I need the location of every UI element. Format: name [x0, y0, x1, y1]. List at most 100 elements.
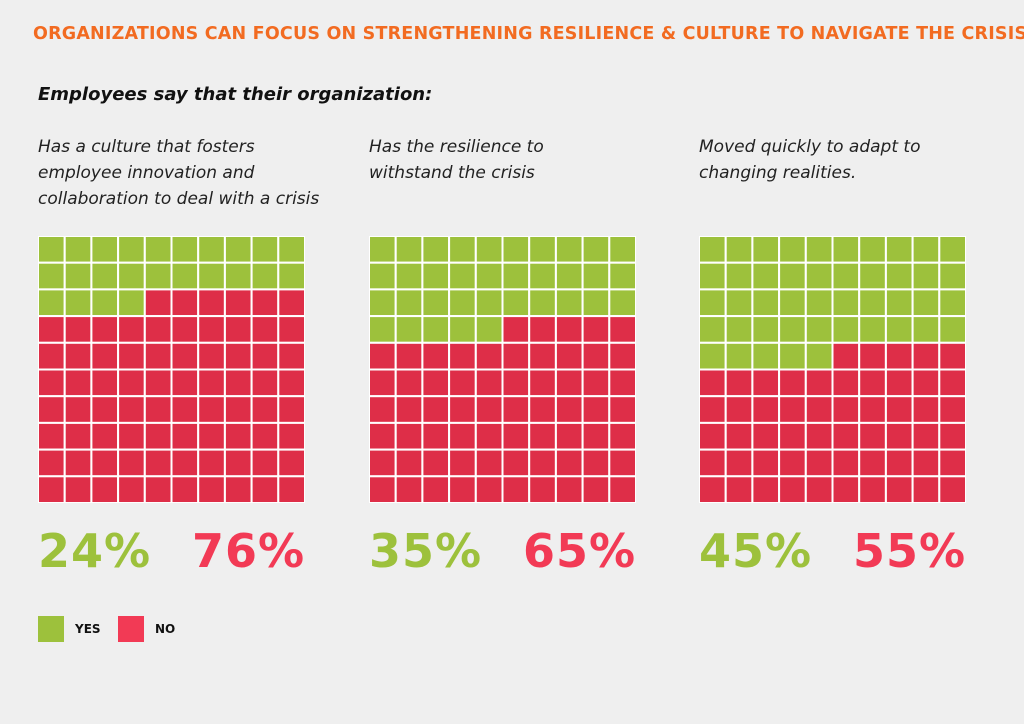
waffle-cell-yes: [250, 236, 280, 264]
waffle-cell-no: [63, 315, 93, 344]
waffle-cell-yes: [63, 236, 93, 264]
waffle-cell-yes: [831, 315, 861, 344]
waffle-cell-no: [170, 395, 200, 424]
waffle-cell-yes: [474, 261, 504, 291]
waffle-cell-no: [938, 341, 966, 371]
waffle-cell-yes: [528, 288, 557, 318]
waffle-cell-yes: [448, 315, 477, 344]
waffle-cell-yes: [938, 236, 966, 264]
waffle-cell-yes: [501, 236, 531, 264]
waffle-cell-yes: [501, 261, 531, 291]
page-title: ORGANIZATIONS CAN FOCUS ON STRENGTHENING…: [33, 24, 1024, 44]
waffle-cell-no: [751, 448, 781, 478]
waffle-cell-no: [831, 368, 861, 398]
waffle-cell-no: [608, 448, 636, 478]
waffle-cell-no: [778, 475, 807, 503]
waffle-cell-no: [143, 395, 173, 424]
waffle-cell-no: [858, 368, 887, 398]
waffle-cell-no: [858, 341, 887, 371]
waffle-cell-no: [38, 448, 66, 478]
waffle-cell-no: [911, 448, 941, 478]
waffle-cell-no: [90, 448, 120, 478]
waffle-cell-yes: [117, 288, 146, 318]
waffle-cell-yes: [474, 315, 504, 344]
waffle-cell-no: [699, 395, 727, 424]
waffle-cell-no: [143, 341, 173, 371]
waffle-cell-no: [90, 475, 120, 503]
waffle-cell-yes: [778, 341, 807, 371]
waffle-cell-no: [143, 288, 173, 318]
waffle-cell-no: [501, 368, 531, 398]
waffle-cell-no: [474, 395, 504, 424]
waffle-cell-no: [369, 448, 397, 478]
yes-percent-label: 24%: [38, 524, 152, 578]
waffle-cell-yes: [911, 288, 941, 318]
waffle-chart: [38, 236, 305, 503]
waffle-cell-no: [608, 341, 636, 371]
waffle-cell-no: [448, 421, 477, 451]
waffle-cell-no: [250, 421, 280, 451]
waffle-cell-yes: [369, 261, 397, 291]
waffle-cell-no: [63, 475, 93, 503]
waffle-cell-no: [394, 448, 424, 478]
yes-percent-label: 35%: [369, 524, 483, 578]
waffle-cell-no: [448, 475, 477, 503]
waffle-cell-no: [699, 448, 727, 478]
waffle-cell-no: [277, 421, 305, 451]
waffle-cell-no: [831, 341, 861, 371]
waffle-cell-no: [223, 475, 253, 503]
waffle-cell-no: [223, 395, 253, 424]
waffle-cell-yes: [90, 261, 120, 291]
waffle-cell-no: [528, 341, 557, 371]
waffle-cell-yes: [858, 288, 887, 318]
waffle-cell-yes: [804, 288, 834, 318]
waffle-cell-no: [143, 448, 173, 478]
waffle-cell-no: [117, 421, 146, 451]
waffle-cell-yes: [884, 315, 914, 344]
waffle-cell-no: [277, 395, 305, 424]
waffle-cell-no: [884, 395, 914, 424]
waffle-cell-yes: [751, 341, 781, 371]
waffle-cell-no: [581, 341, 611, 371]
waffle-cell-yes: [421, 261, 451, 291]
waffle-cell-no: [421, 341, 451, 371]
waffle-cell-no: [197, 421, 226, 451]
waffle-cell-yes: [911, 236, 941, 264]
waffle-cell-no: [911, 421, 941, 451]
waffle-cell-no: [581, 421, 611, 451]
waffle-cell-no: [277, 315, 305, 344]
waffle-cell-yes: [938, 288, 966, 318]
waffle-cell-no: [277, 475, 305, 503]
waffle-cell-yes: [608, 236, 636, 264]
waffle-cell-yes: [528, 236, 557, 264]
waffle-cell-no: [421, 368, 451, 398]
waffle-cell-no: [197, 341, 226, 371]
waffle-cell-no: [858, 475, 887, 503]
panel-adapt: Moved quickly to adapt to changing reali…: [699, 134, 999, 578]
waffle-cell-no: [724, 395, 754, 424]
waffle-cell-no: [223, 341, 253, 371]
waffle-cell-no: [724, 448, 754, 478]
waffle-cell-no: [528, 475, 557, 503]
waffle-cell-no: [38, 475, 66, 503]
waffle-cell-no: [501, 448, 531, 478]
panel-label: Has the resilience to withstand the cris…: [369, 137, 544, 183]
waffle-cell-yes: [581, 261, 611, 291]
waffle-cell-yes: [699, 315, 727, 344]
waffle-cell-yes: [448, 261, 477, 291]
waffle-cell-yes: [938, 261, 966, 291]
waffle-cell-yes: [170, 236, 200, 264]
waffle-cell-no: [804, 421, 834, 451]
waffle-cell-no: [197, 395, 226, 424]
waffle-cell-yes: [804, 261, 834, 291]
waffle-cell-no: [448, 368, 477, 398]
waffle-cell-no: [394, 368, 424, 398]
waffle-cell-no: [608, 421, 636, 451]
waffle-cell-yes: [699, 236, 727, 264]
waffle-cell-yes: [197, 236, 226, 264]
waffle-cell-no: [528, 395, 557, 424]
waffle-cell-no: [117, 341, 146, 371]
waffle-cell-no: [884, 448, 914, 478]
waffle-cell-no: [831, 395, 861, 424]
waffle-cell-yes: [63, 261, 93, 291]
